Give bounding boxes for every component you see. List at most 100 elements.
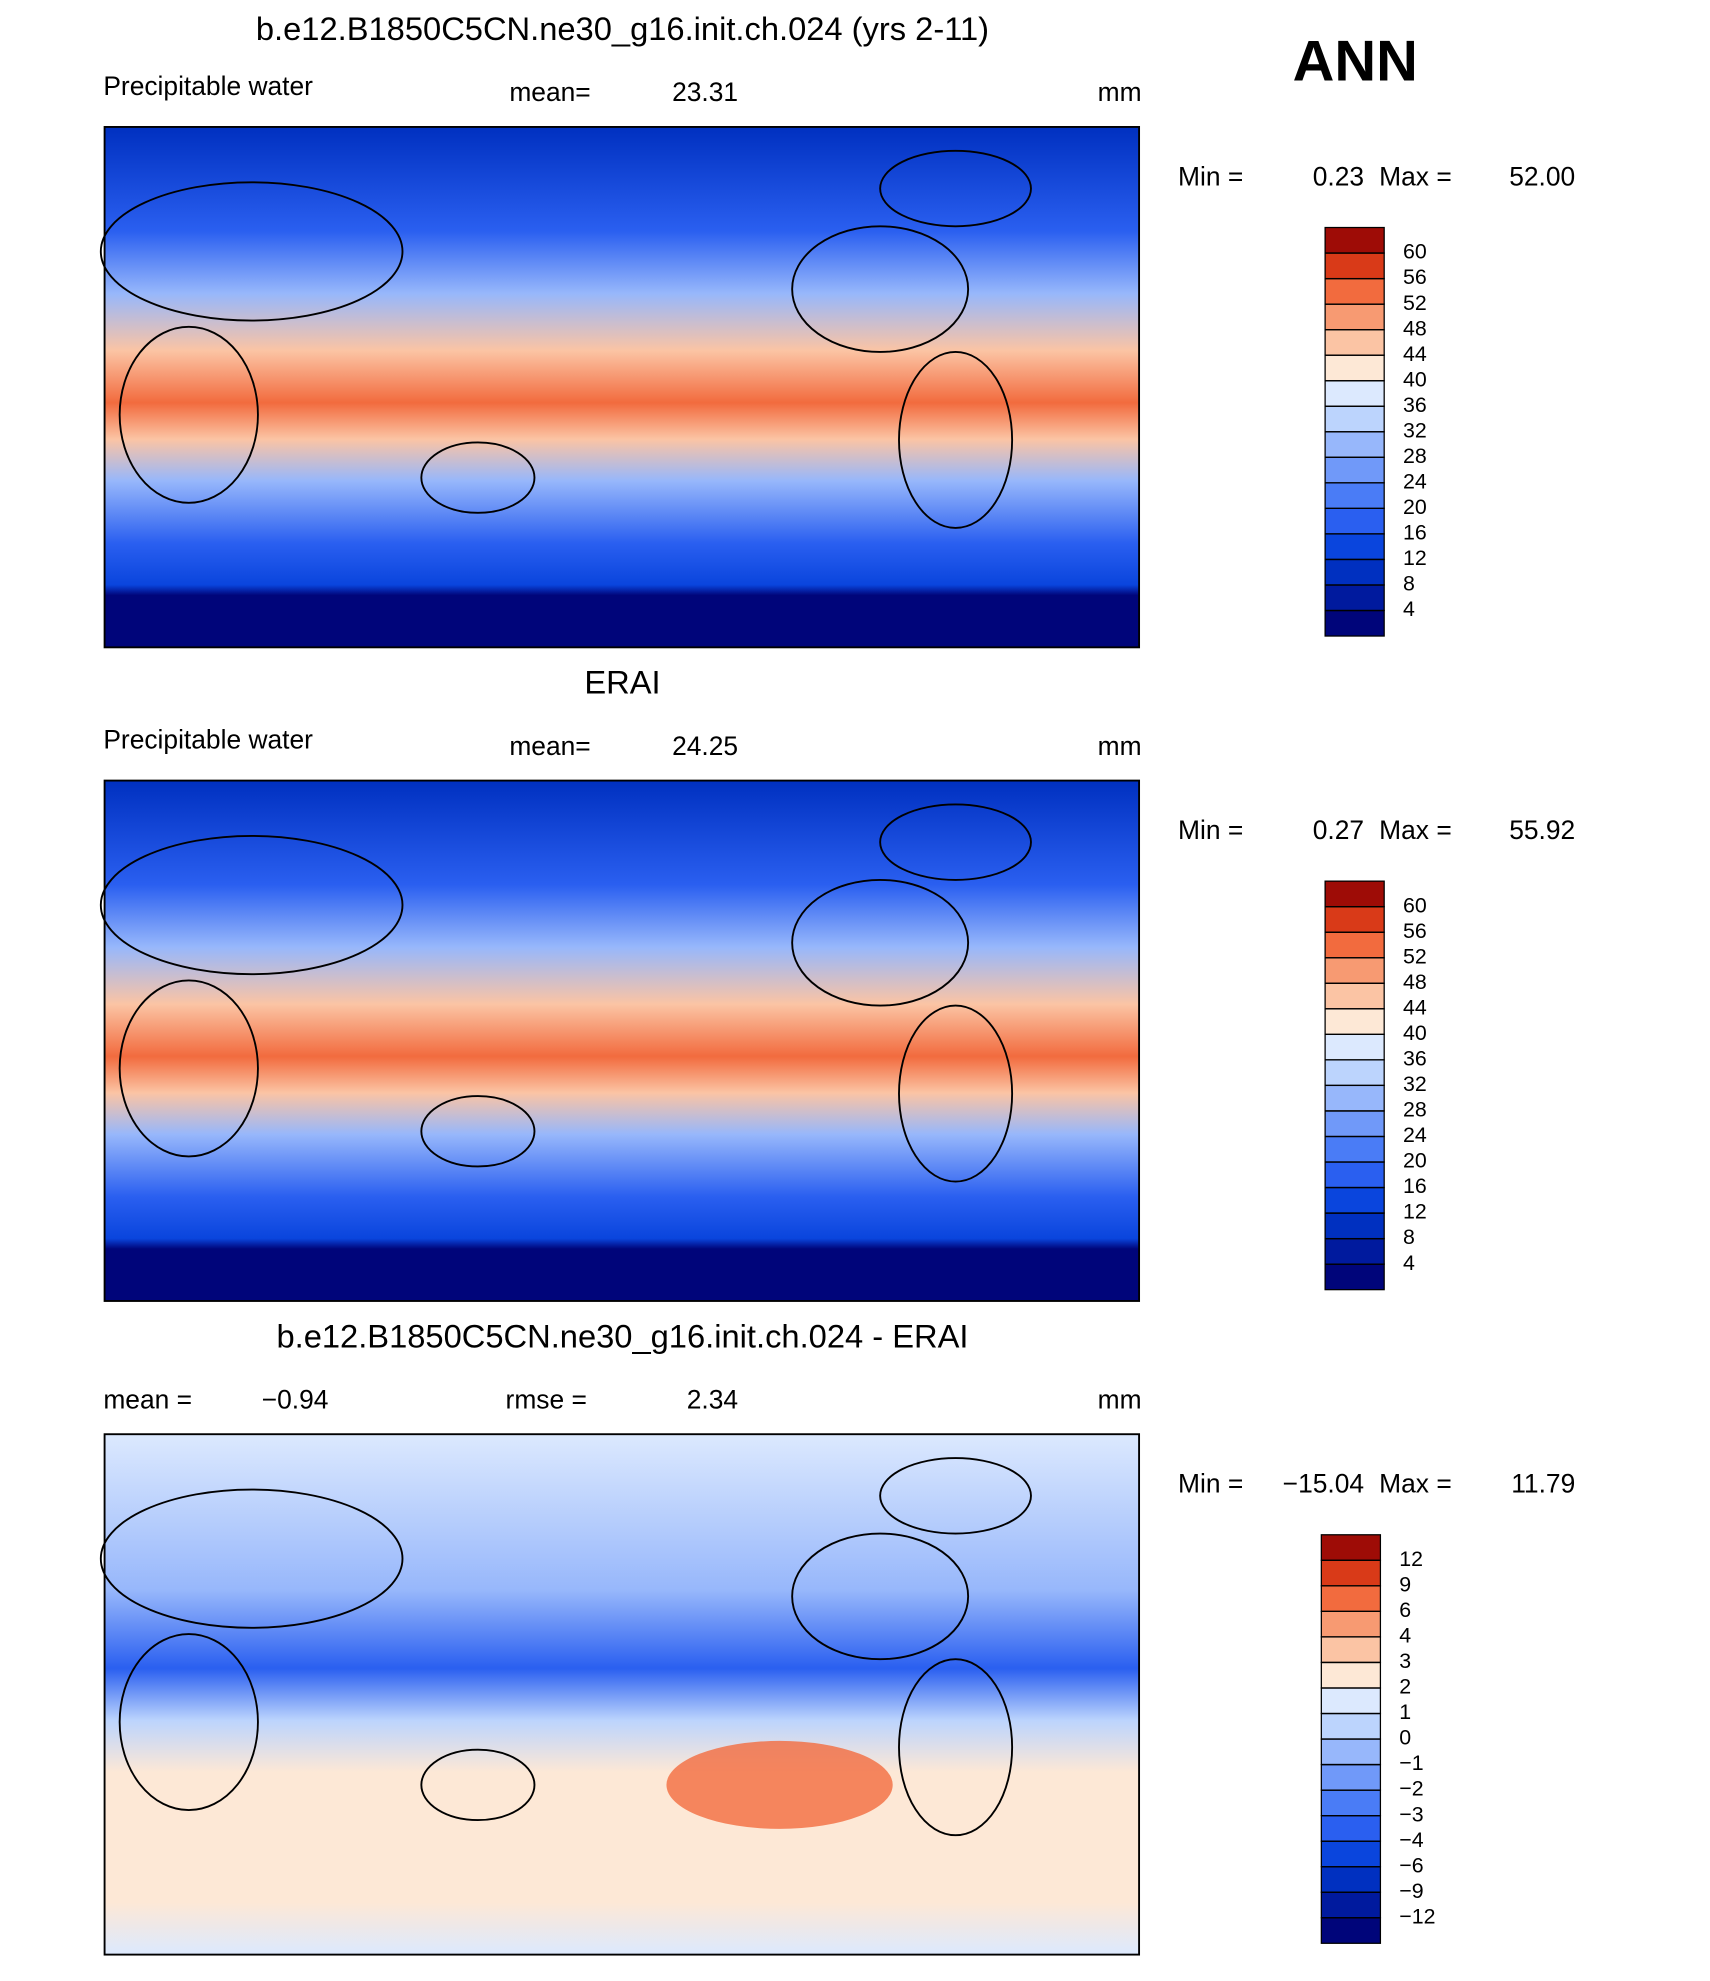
colorbar-box <box>1324 482 1385 509</box>
colorbar-label: 60 <box>1403 893 1427 917</box>
colorbar-box <box>1324 380 1385 407</box>
colorbar-box <box>1324 456 1385 484</box>
colorbar-label: 8 <box>1403 1225 1415 1249</box>
colorbar-box <box>1324 931 1385 959</box>
colorbar-box <box>1324 1084 1385 1112</box>
max-value: 11.79 <box>1511 1469 1575 1499</box>
min-label: Min = <box>1178 1469 1243 1499</box>
units: mm <box>1098 1385 1142 1415</box>
colorbar-label: −2 <box>1399 1777 1423 1801</box>
colorbar-box <box>1324 277 1385 305</box>
colorbar-label: 44 <box>1403 995 1427 1019</box>
stat-value: −0.94 <box>262 1385 329 1415</box>
colorbar-label: 28 <box>1403 1098 1427 1122</box>
colorbar-label: 24 <box>1403 1123 1427 1147</box>
colorbar-label: 4 <box>1403 1251 1415 1275</box>
colorbar-box <box>1324 252 1385 280</box>
colorbar-box <box>1324 329 1385 356</box>
panel-title: ERAI <box>584 664 660 701</box>
min-label: Min = <box>1178 161 1243 191</box>
colorbar-box <box>1320 1687 1382 1715</box>
colorbar-label: 40 <box>1403 1021 1427 1045</box>
field-label: Precipitable water <box>103 725 313 755</box>
colorbar-label: 20 <box>1403 1149 1427 1173</box>
colorbar-box <box>1320 1534 1382 1561</box>
colorbar-box <box>1320 1636 1382 1664</box>
colorbar-box <box>1320 1917 1382 1944</box>
colorbar-label: 56 <box>1403 265 1427 289</box>
colorbar-box <box>1324 584 1385 612</box>
colorbar-box <box>1320 1585 1382 1612</box>
units: mm <box>1098 77 1142 107</box>
continent-outline <box>118 979 259 1158</box>
colorbar-label: 32 <box>1403 1072 1427 1096</box>
continent-outline <box>879 803 1032 881</box>
colorbar-box <box>1320 1712 1382 1740</box>
stat-value: 2.34 <box>687 1385 738 1415</box>
colorbar-box <box>1324 354 1385 382</box>
continent-outline <box>791 225 970 353</box>
colorbar-label: 12 <box>1403 546 1427 570</box>
colorbar-box <box>1320 1661 1382 1689</box>
colorbar-box <box>1324 906 1385 933</box>
map-frame <box>103 1433 1141 1956</box>
colorbar-label: −3 <box>1399 1802 1423 1826</box>
colorbar-box <box>1320 1840 1382 1868</box>
colorbar-label: 6 <box>1399 1598 1411 1622</box>
colorbar-label: −1 <box>1399 1751 1423 1775</box>
max-label: Max = <box>1379 1469 1452 1499</box>
colorbar-box <box>1324 507 1385 535</box>
continent-outline <box>791 1532 970 1661</box>
colorbar-label: 36 <box>1403 1047 1427 1071</box>
continent-outline <box>99 181 404 322</box>
colorbar-label: 36 <box>1403 393 1427 417</box>
colorbar-box <box>1324 982 1385 1010</box>
colorbar-box <box>1324 609 1385 637</box>
continent-outline <box>99 834 404 976</box>
colorbar-label: 44 <box>1403 342 1427 366</box>
stat-label: rmse = <box>506 1385 587 1415</box>
field-label: Precipitable water <box>103 71 313 101</box>
colorbar-label: 48 <box>1403 970 1427 994</box>
colorbar-label: 8 <box>1403 572 1415 596</box>
colorbar-label: 0 <box>1399 1726 1411 1750</box>
colorbar-box <box>1324 1186 1385 1214</box>
colorbar-box <box>1324 558 1385 586</box>
map-frame <box>103 126 1141 649</box>
colorbar-label: 56 <box>1403 919 1427 943</box>
colorbar-label: −6 <box>1399 1853 1423 1877</box>
units: mm <box>1098 731 1142 761</box>
map-frame <box>103 779 1141 1302</box>
colorbar-box <box>1320 1815 1382 1842</box>
colorbar-box <box>1324 880 1385 908</box>
continent-outline <box>898 1658 1014 1837</box>
stat-value: 23.31 <box>672 77 738 107</box>
colorbar-label: 9 <box>1399 1572 1411 1596</box>
colorbar-box <box>1324 1110 1385 1138</box>
colorbar-label: −9 <box>1399 1879 1423 1903</box>
colorbar-box <box>1324 405 1385 433</box>
continent-outline <box>99 1488 404 1629</box>
stat-label: mean= <box>509 77 590 107</box>
colorbar-box <box>1324 1033 1385 1061</box>
colorbar-box <box>1320 1559 1382 1587</box>
continent-outline <box>118 325 259 504</box>
stat-label: mean = <box>103 1385 192 1415</box>
continent-outline <box>118 1633 259 1811</box>
min-value: 0.23 <box>1313 161 1364 191</box>
colorbar-box <box>1324 1008 1385 1035</box>
colorbar-label: 4 <box>1403 597 1415 621</box>
colorbar-label: 1 <box>1399 1700 1411 1724</box>
panel-title: b.e12.B1850C5CN.ne30_g16.init.ch.024 (yr… <box>256 10 989 47</box>
continent-outline <box>420 1095 536 1168</box>
colorbar-label: 60 <box>1403 240 1427 264</box>
max-value: 55.92 <box>1509 815 1575 845</box>
continent-outline <box>879 149 1032 228</box>
colorbar-box <box>1324 1212 1385 1240</box>
colorbar-label: −12 <box>1399 1904 1435 1928</box>
map-field <box>104 780 1140 1301</box>
colorbar-box <box>1320 1763 1382 1791</box>
colorbar-label: −4 <box>1399 1828 1423 1852</box>
colorbar-label: 32 <box>1403 418 1427 442</box>
